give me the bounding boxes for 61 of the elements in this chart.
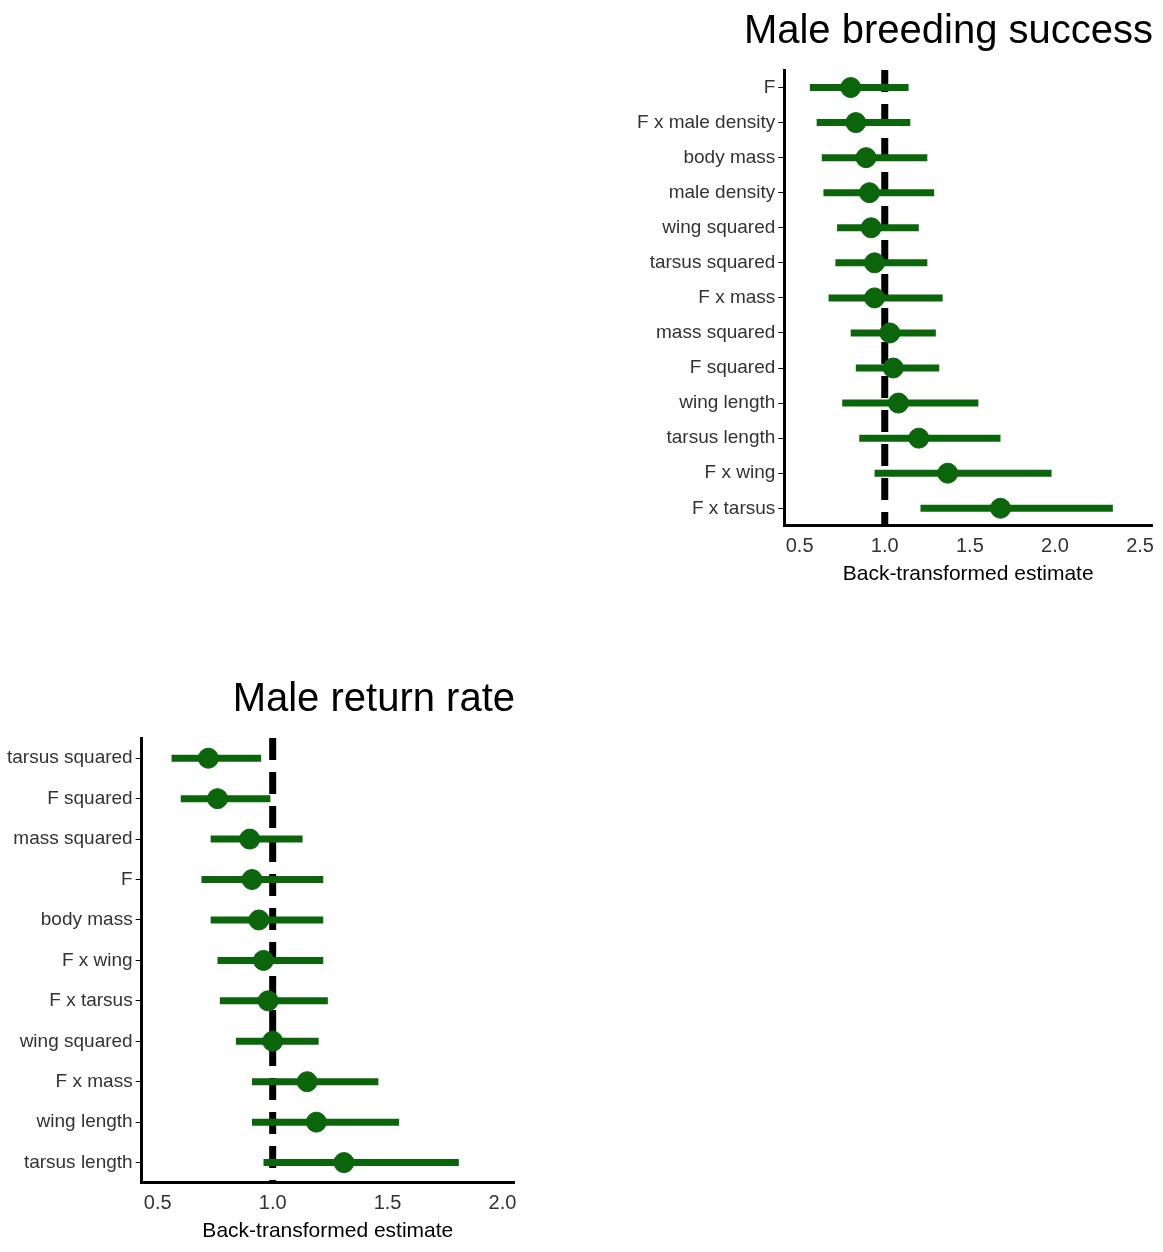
point xyxy=(262,1030,284,1052)
point xyxy=(864,287,886,309)
y-tick-label: F x mass xyxy=(55,1069,133,1091)
point xyxy=(855,147,877,169)
point xyxy=(252,949,274,971)
point xyxy=(305,1111,327,1133)
y-tick-label: F x mass xyxy=(698,286,776,308)
x-axis-title: Back-transformed estimate xyxy=(202,1218,454,1242)
y-tick-label: F x tarsus xyxy=(691,496,776,518)
y-tick-label: wing length xyxy=(35,1110,133,1132)
point xyxy=(197,747,219,769)
point xyxy=(296,1071,318,1093)
y-tick-label: mass squared xyxy=(13,827,133,849)
x-tick-label: 1.0 xyxy=(258,1191,287,1214)
x-tick-label: 1.5 xyxy=(373,1191,402,1214)
x-tick-label: 2.0 xyxy=(1041,534,1069,557)
y-tick-label: tarsus squared xyxy=(6,746,133,768)
point xyxy=(937,462,959,484)
y-tick-label: F squared xyxy=(689,356,776,378)
chart-title: Male return rate xyxy=(232,675,515,720)
y-tick-label: wing squared xyxy=(18,1029,133,1051)
y-tick-label: F xyxy=(121,867,133,889)
y-tick-label: wing length xyxy=(678,391,776,413)
point xyxy=(840,77,862,99)
point xyxy=(879,322,901,344)
x-tick-label: 0.5 xyxy=(143,1191,172,1214)
y-tick-label: F x male density xyxy=(637,110,776,132)
y-tick-label: F x wing xyxy=(61,948,133,970)
point xyxy=(882,357,904,379)
y-tick-label: mass squared xyxy=(655,321,776,343)
point xyxy=(207,788,229,810)
y-tick-label: tarsus length xyxy=(23,1150,133,1172)
point xyxy=(990,497,1011,519)
x-tick-label: 1.0 xyxy=(870,534,899,557)
x-tick-label: 2.5 xyxy=(1126,534,1154,557)
point xyxy=(887,392,909,414)
point xyxy=(858,182,880,204)
point xyxy=(239,828,261,850)
y-tick-label: tarsus length xyxy=(666,426,776,448)
point xyxy=(241,869,263,891)
point xyxy=(908,427,930,449)
y-tick-label: body mass xyxy=(40,908,133,930)
y-tick-label: wing squared xyxy=(661,216,776,238)
point xyxy=(333,1152,355,1174)
point xyxy=(845,112,867,134)
x-axis-title: Back-transformed estimate xyxy=(842,561,1094,585)
chart-title: Male breeding success xyxy=(743,7,1153,52)
x-tick-label: 2.0 xyxy=(488,1191,517,1214)
y-tick-label: tarsus squared xyxy=(649,251,776,273)
point xyxy=(864,252,886,274)
point xyxy=(257,990,279,1012)
x-tick-label: 1.5 xyxy=(955,534,984,557)
y-tick-label: F xyxy=(763,75,776,97)
y-tick-label: male density xyxy=(668,180,776,202)
point xyxy=(248,909,270,931)
point xyxy=(860,217,882,239)
y-tick-label: body mass xyxy=(683,145,776,167)
y-tick-label: F x wing xyxy=(704,461,776,483)
x-tick-label: 0.5 xyxy=(785,534,814,557)
y-tick-label: F x tarsus xyxy=(49,989,133,1011)
y-tick-label: F squared xyxy=(47,786,133,808)
